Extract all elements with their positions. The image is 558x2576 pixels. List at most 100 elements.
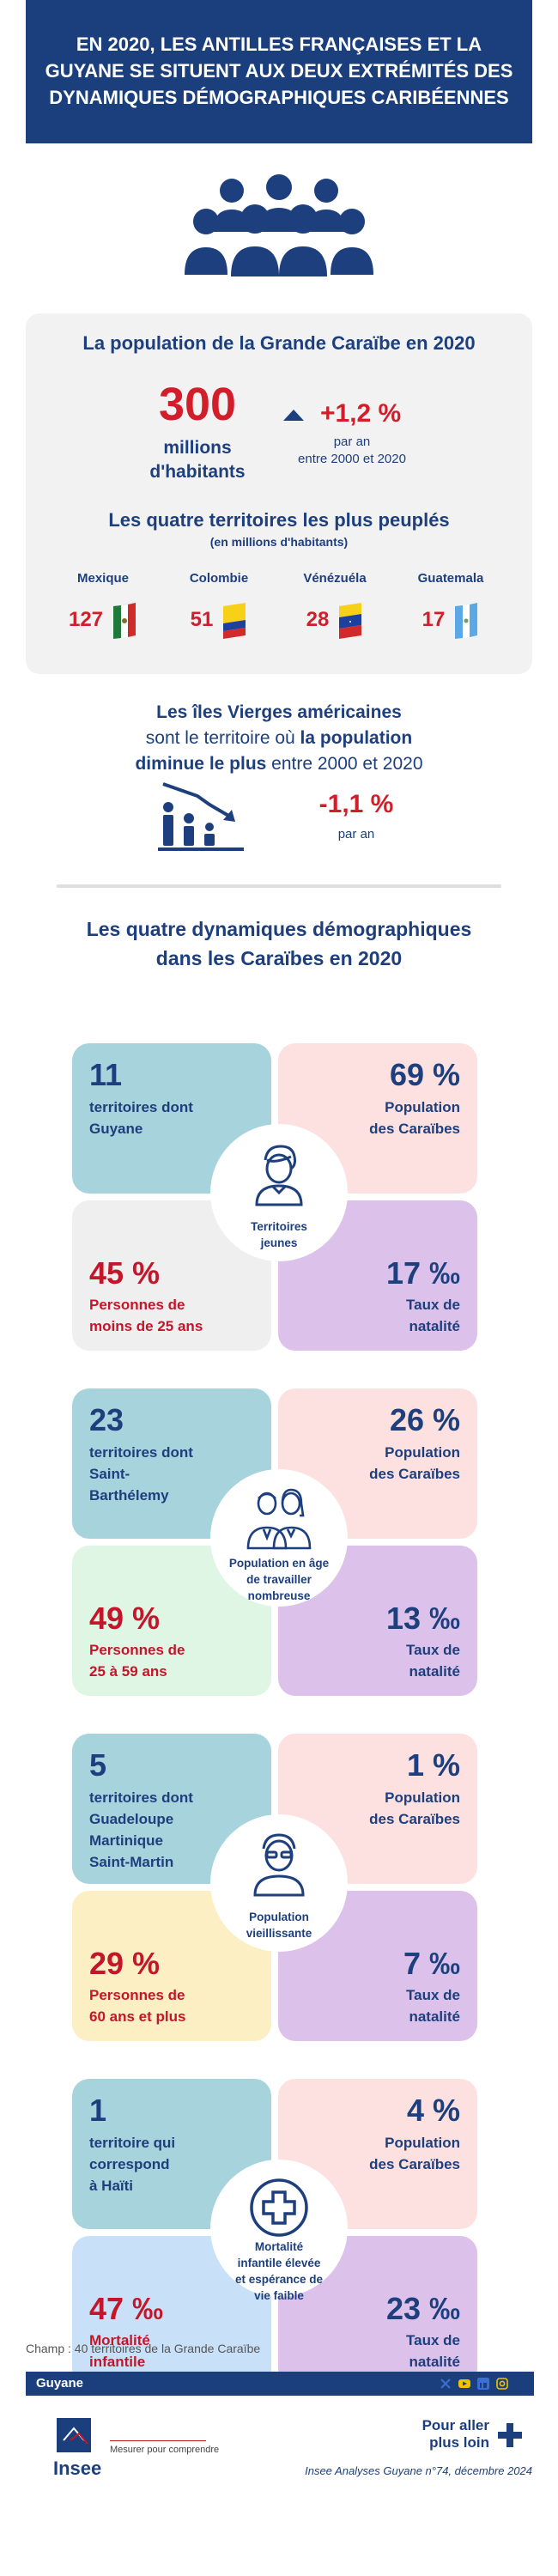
quadrant-value: 4 % (406, 2093, 460, 2128)
quadrant-label: Mortalité infantile (89, 2332, 150, 2370)
dynamics-title: Les quatre dynamiques démographiques dan… (26, 914, 532, 973)
growth-line-2: entre 2000 et 2020 (298, 452, 406, 466)
quadrant-label: Population des Caraïbes (369, 1789, 460, 1827)
dynamic-center: Population en âge de travailler nombreuse (210, 1469, 348, 1607)
colombia-flag-icon (223, 603, 246, 639)
quadrant-label: Taux de natalité (406, 1297, 460, 1334)
country-value: 17 (422, 608, 446, 631)
country-mexico: Mexique 127 (52, 571, 155, 639)
header-line-1: EN 2020, LES ANTILLES FRANÇAISES ET LA (76, 33, 482, 55)
quadrant-label: territoires dont Guadeloupe Martinique Sain… (89, 1789, 193, 1870)
quadrant-label: Taux de natalité (406, 2332, 460, 2370)
country-venezuela: Vénézuéla 28 (283, 571, 386, 639)
population-unit-line-1: millions (163, 438, 232, 458)
dynamics-block: 23 territoires dont Saint- Barthélemy 26 % Po… (72, 1388, 486, 1696)
insee-tagline: Mesurer pour comprendre (110, 2445, 220, 2455)
quadrant-value: 1 % (406, 1747, 460, 1783)
venezuela-flag-icon (339, 603, 362, 639)
quadrant-label: Personnes de moins de 25 ans (89, 1297, 203, 1334)
quadrant-value: 23 ‰ (385, 2291, 460, 2326)
vi-decline-value: -1,1 % (318, 790, 394, 818)
population-growth-period: par an entre 2000 et 2020 (283, 434, 421, 468)
dynamics-title-line-2: dans les Caraïbes en 2020 (155, 947, 403, 969)
vi-decline-sub: par an (337, 827, 375, 841)
dynamics-block: 11 territoires dont Guyane 69 % Population de… (72, 1043, 486, 1351)
growth-line-1: par an (333, 434, 371, 449)
quadrant-value: 13 ‰ (385, 1601, 460, 1636)
section-divider (57, 884, 501, 888)
quadrant-value: 69 % (389, 1057, 460, 1092)
vi-line-3-bold: diminue le plus (135, 754, 267, 774)
quadrant-label: territoires dont Saint- Barthélemy (89, 1444, 193, 1504)
quadrant-label: Taux de natalité (406, 1642, 460, 1680)
quadrant-value: 29 % (89, 1946, 161, 1981)
dynamic-center: Territoires jeunes (210, 1124, 348, 1261)
dynamic-name: Population vieillissante (246, 1911, 312, 1940)
footer-region: Guyane (36, 2376, 84, 2391)
page-header: EN 2020, LES ANTILLES FRANÇAISES ET LA G… (26, 0, 532, 143)
quadrant-value: 23 (89, 1402, 124, 1437)
quadrant-label: Population des Caraïbes (369, 1444, 460, 1482)
population-growth: +1,2 % (320, 399, 402, 428)
quadrant-age-share: 45 % Personnes de moins de 25 ans (72, 1200, 271, 1351)
youtube-icon[interactable] (458, 2378, 470, 2390)
country-value: 51 (190, 608, 214, 631)
quadrant-value: 11 (89, 1057, 123, 1092)
dynamic-center: Mortalité infantile élevée et espérance de… (210, 2160, 348, 2302)
quadrant-territories: 1 territoire qui correspond à Haïti (72, 2079, 271, 2229)
country-name: Guatemala (417, 571, 484, 586)
quadrant-value: 7 ‰ (403, 1946, 460, 1981)
vi-line-3-post: entre 2000 et 2020 (266, 754, 423, 774)
country-value: 127 (68, 608, 104, 631)
tagline-rule (110, 2440, 206, 2441)
plus-icon[interactable] (496, 2421, 524, 2449)
mexico-flag-icon (113, 603, 136, 639)
more-line-2: plus loin (429, 2434, 489, 2451)
x-icon[interactable] (440, 2378, 452, 2390)
quadrant-value: 1 (89, 2093, 107, 2128)
scope-note: Champ : 40 territoires de la Grande Cara… (26, 2342, 261, 2355)
country-value: 28 (306, 608, 330, 631)
more-line-1: Pour aller (422, 2417, 489, 2433)
header-line-2: GUYANE SE SITUENT AUX DEUX EXTRÉMITÉS DE… (45, 60, 513, 82)
population-card: La population de la Grande Caraïbe en 20… (26, 313, 532, 674)
quadrant-label: Personnes de 25 à 59 ans (89, 1642, 185, 1680)
quadrant-territories: 5 territoires dont Guadeloupe Martinique Sai… (72, 1734, 271, 1884)
country-colombia: Colombie 51 (167, 571, 270, 639)
quadrant-label: Population des Caraïbes (369, 1099, 460, 1137)
dynamic-name: Mortalité infantile élevée et espérance de… (234, 2240, 324, 2302)
quadrant-label: Population des Caraïbes (369, 2135, 460, 2172)
quadrant-value: 47 ‰ (89, 2291, 164, 2326)
instagram-icon[interactable] (496, 2378, 508, 2390)
vi-line-2-pre: sont le territoire où (145, 728, 300, 748)
virgin-islands-text: Les îles Vierges américaines sont le ter… (26, 700, 532, 777)
linkedin-icon[interactable] (477, 2378, 489, 2390)
quadrant-birth-rate: 17 ‰ Taux de natalité (278, 1200, 477, 1351)
insee-logo-icon[interactable] (53, 2415, 113, 2475)
vi-line-2-bold: la population (300, 728, 413, 748)
footer-bar: Guyane (26, 2372, 534, 2396)
quadrant-label: territoires dont Guyane (89, 1099, 193, 1137)
quadrant-label: Personnes de 60 ans et plus (89, 1987, 186, 2025)
guatemala-flag-icon (455, 603, 478, 639)
population-unit-line-2: d'habitants (149, 462, 246, 482)
population-group-icon (185, 174, 373, 276)
dynamics-block: 5 territoires dont Guadeloupe Martinique Sai… (72, 1734, 486, 2041)
top-territories-subtitle: (en millions d'habitants) (209, 535, 349, 549)
top-territories-title: Les quatre territoires les plus peuplés (108, 509, 450, 531)
dynamics-title-line-1: Les quatre dynamiques démographiques (86, 918, 472, 940)
quadrant-value: 26 % (389, 1402, 460, 1437)
quadrant-value: 45 % (89, 1255, 161, 1291)
dynamics-block: 1 territoire qui correspond à Haïti 4 % Popul… (72, 2079, 486, 2386)
country-name: Vénézuéla (303, 571, 367, 586)
header-line-3: DYNAMIQUES DÉMOGRAPHIQUES CARIBÉENNES (49, 87, 509, 108)
quadrant-value: 5 (89, 1747, 107, 1783)
population-unit: millions d'habitants (124, 436, 270, 484)
more-info-link[interactable]: Pour aller plus loin (403, 2417, 489, 2451)
dynamic-name: Territoires jeunes (251, 1220, 307, 1249)
quadrant-population-share: 1 % Population des Caraïbes (278, 1734, 477, 1884)
country-name: Mexique (76, 571, 129, 586)
population-decline-icon (158, 782, 244, 851)
quadrant-value: 49 % (89, 1601, 161, 1636)
up-arrow-icon (283, 410, 304, 421)
